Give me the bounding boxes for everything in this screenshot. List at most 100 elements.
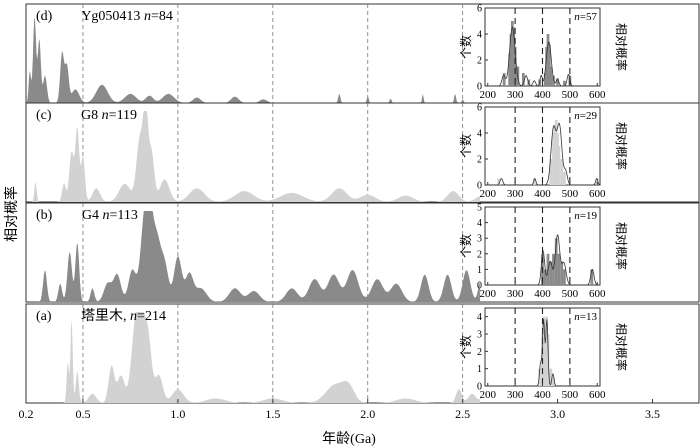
probability-area-c: [26, 111, 480, 202]
inset-bar: [543, 351, 547, 386]
inset-y-tick-label: 3: [477, 330, 482, 341]
x-tick-label: 2.5: [455, 407, 470, 421]
inset-curve: [485, 26, 600, 87]
inset-bar: [543, 269, 547, 285]
inset-y-label-right: 相对概率: [614, 122, 629, 170]
inset-x-tick-label: 300: [507, 188, 524, 200]
inset-y-tick-label: 2: [477, 347, 482, 358]
probability-area-b: [26, 211, 480, 302]
inset-c: 0 2 4 6 200 300 400 500 600 个数 相对概率 n=29: [458, 103, 698, 201]
inset-y-label-right: 相对概率: [614, 23, 629, 71]
inset-y-label: 个数: [458, 35, 473, 59]
inset-x-tick-label: 300: [507, 89, 524, 101]
inset-y-tick-label: 4: [477, 312, 482, 323]
panel-label-d: (d) Yg050413 n=84: [36, 9, 173, 24]
inset-x-tick-label: 400: [534, 89, 551, 101]
inset-y-tick-label: 1: [477, 364, 482, 375]
inset-bar: [552, 377, 555, 386]
inset-y-label-right: 相对概率: [614, 323, 629, 371]
inset-x-tick-label: 500: [562, 188, 579, 200]
panel-label-a: (a) 塔里木, n=214: [36, 308, 166, 324]
x-tick-label: 0.2: [19, 407, 34, 421]
inset-curve: [485, 234, 600, 286]
inset-bar: [547, 44, 551, 86]
panel-a: (a) 塔里木, n=214 0 1 2 3 4 200 300 400 500 600 个数 相对概率…: [25, 303, 700, 404]
inset-x-tick-label: 400: [534, 389, 551, 401]
x-tick-label: 3.0: [550, 407, 565, 421]
inset-bar: [549, 159, 553, 185]
panel-label-b: (b) G4 n=113: [36, 208, 138, 223]
panel-c: (c) G8 n=119 0 2 4 6 200 300 400 500 600 个数 相对概率 n=2…: [25, 102, 700, 203]
inset-y-tick-label: 2: [477, 56, 482, 67]
inset-x-tick-label: 300: [507, 288, 524, 300]
inset-y-tick-label: 4: [477, 30, 482, 41]
inset-bar: [556, 78, 559, 86]
panel-d: (d) Yg050413 n=84 0 2 4 6 200 300 400 500 600 个数 相对…: [25, 3, 700, 104]
inset-y-tick-label: 6: [477, 103, 482, 114]
inset-n-label: n=57: [574, 11, 597, 23]
inset-x-tick-label: 400: [534, 188, 551, 200]
inset-curve: [485, 318, 600, 387]
inset-x-tick-label: 600: [589, 188, 606, 200]
inset-a: 0 1 2 3 4 200 300 400 500 600 个数 相对概率 n=13: [458, 305, 698, 402]
inset-bar: [549, 368, 553, 386]
inset-bar: [563, 80, 566, 86]
inset-bar: [563, 269, 566, 285]
x-tick-label: 1.5: [265, 407, 280, 421]
inset-y-tick-label: 0: [477, 281, 482, 292]
inset-bar: [513, 47, 517, 86]
inset-y-tick-label: 2: [477, 155, 482, 166]
inset-bar: [549, 261, 553, 285]
inset-y-label: 个数: [458, 335, 473, 359]
inset-d: 0 2 4 6 200 300 400 500 600 个数 相对概率 n=57: [458, 4, 698, 102]
inset-bar: [554, 120, 558, 185]
inset-bar: [538, 368, 542, 386]
inset-n-label: n=29: [574, 110, 597, 122]
inset-bar: [502, 73, 506, 86]
x-tick-label: 2.0: [360, 407, 375, 421]
inset-n-label: n=19: [574, 210, 597, 222]
panel-b: (b) G4 n=113 0 1 2 3 4 5 200 300 400 500 600 个数 相对概率 n…: [25, 202, 700, 303]
inset-y-tick-label: 0: [477, 82, 482, 93]
inset-y-tick-label: 4: [477, 218, 482, 229]
inset-y-tick-label: 0: [477, 181, 482, 192]
probability-area-a: [26, 312, 480, 403]
inset-x-tick-label: 500: [562, 389, 579, 401]
inset-bar: [560, 159, 564, 185]
inset-bar: [557, 253, 561, 285]
inset-y-tick-label: 5: [477, 203, 482, 214]
inset-x-tick-label: 200: [479, 89, 496, 101]
inset-x-tick-label: 600: [589, 288, 606, 300]
inset-y-label-right: 相对概率: [614, 222, 629, 270]
inset-y-tick-label: 3: [477, 234, 482, 245]
inset-b: 0 1 2 3 4 5 200 300 400 500 600 个数 相对概率 n=19: [458, 203, 698, 301]
probability-area-d: [26, 17, 480, 103]
y-axis-label: 相对概率: [3, 186, 20, 242]
inset-bar: [552, 253, 555, 285]
inset-y-tick-label: 0: [477, 382, 482, 393]
inset-bar: [542, 316, 546, 386]
inset-bar: [546, 334, 550, 386]
inset-x-tick-label: 600: [589, 389, 606, 401]
inset-bar: [560, 261, 564, 285]
inset-bar: [543, 73, 547, 86]
x-tick-label: 0.5: [75, 407, 90, 421]
inset-bar: [532, 178, 536, 185]
inset-x-tick-label: 500: [562, 89, 579, 101]
inset-bar: [595, 178, 599, 185]
inset-y-label: 个数: [458, 234, 473, 258]
inset-bar: [521, 73, 525, 86]
inset-bar: [554, 238, 558, 285]
inset-x-tick-label: 500: [562, 288, 579, 300]
inset-bar: [552, 75, 555, 86]
inset-x-tick-label: 200: [479, 389, 496, 401]
inset-y-label: 个数: [458, 134, 473, 158]
inset-n-label: n=13: [574, 311, 597, 323]
inset-y-tick-label: 1: [477, 265, 482, 276]
inset-x-tick-label: 400: [534, 288, 551, 300]
inset-y-tick-label: 2: [477, 249, 482, 260]
x-tick-label: 3.5: [645, 407, 660, 421]
inset-bar: [549, 66, 553, 86]
x-axis: 0.2 0.5 1.0 1.5 2.0 2.5 3.0 3.5: [19, 399, 660, 421]
